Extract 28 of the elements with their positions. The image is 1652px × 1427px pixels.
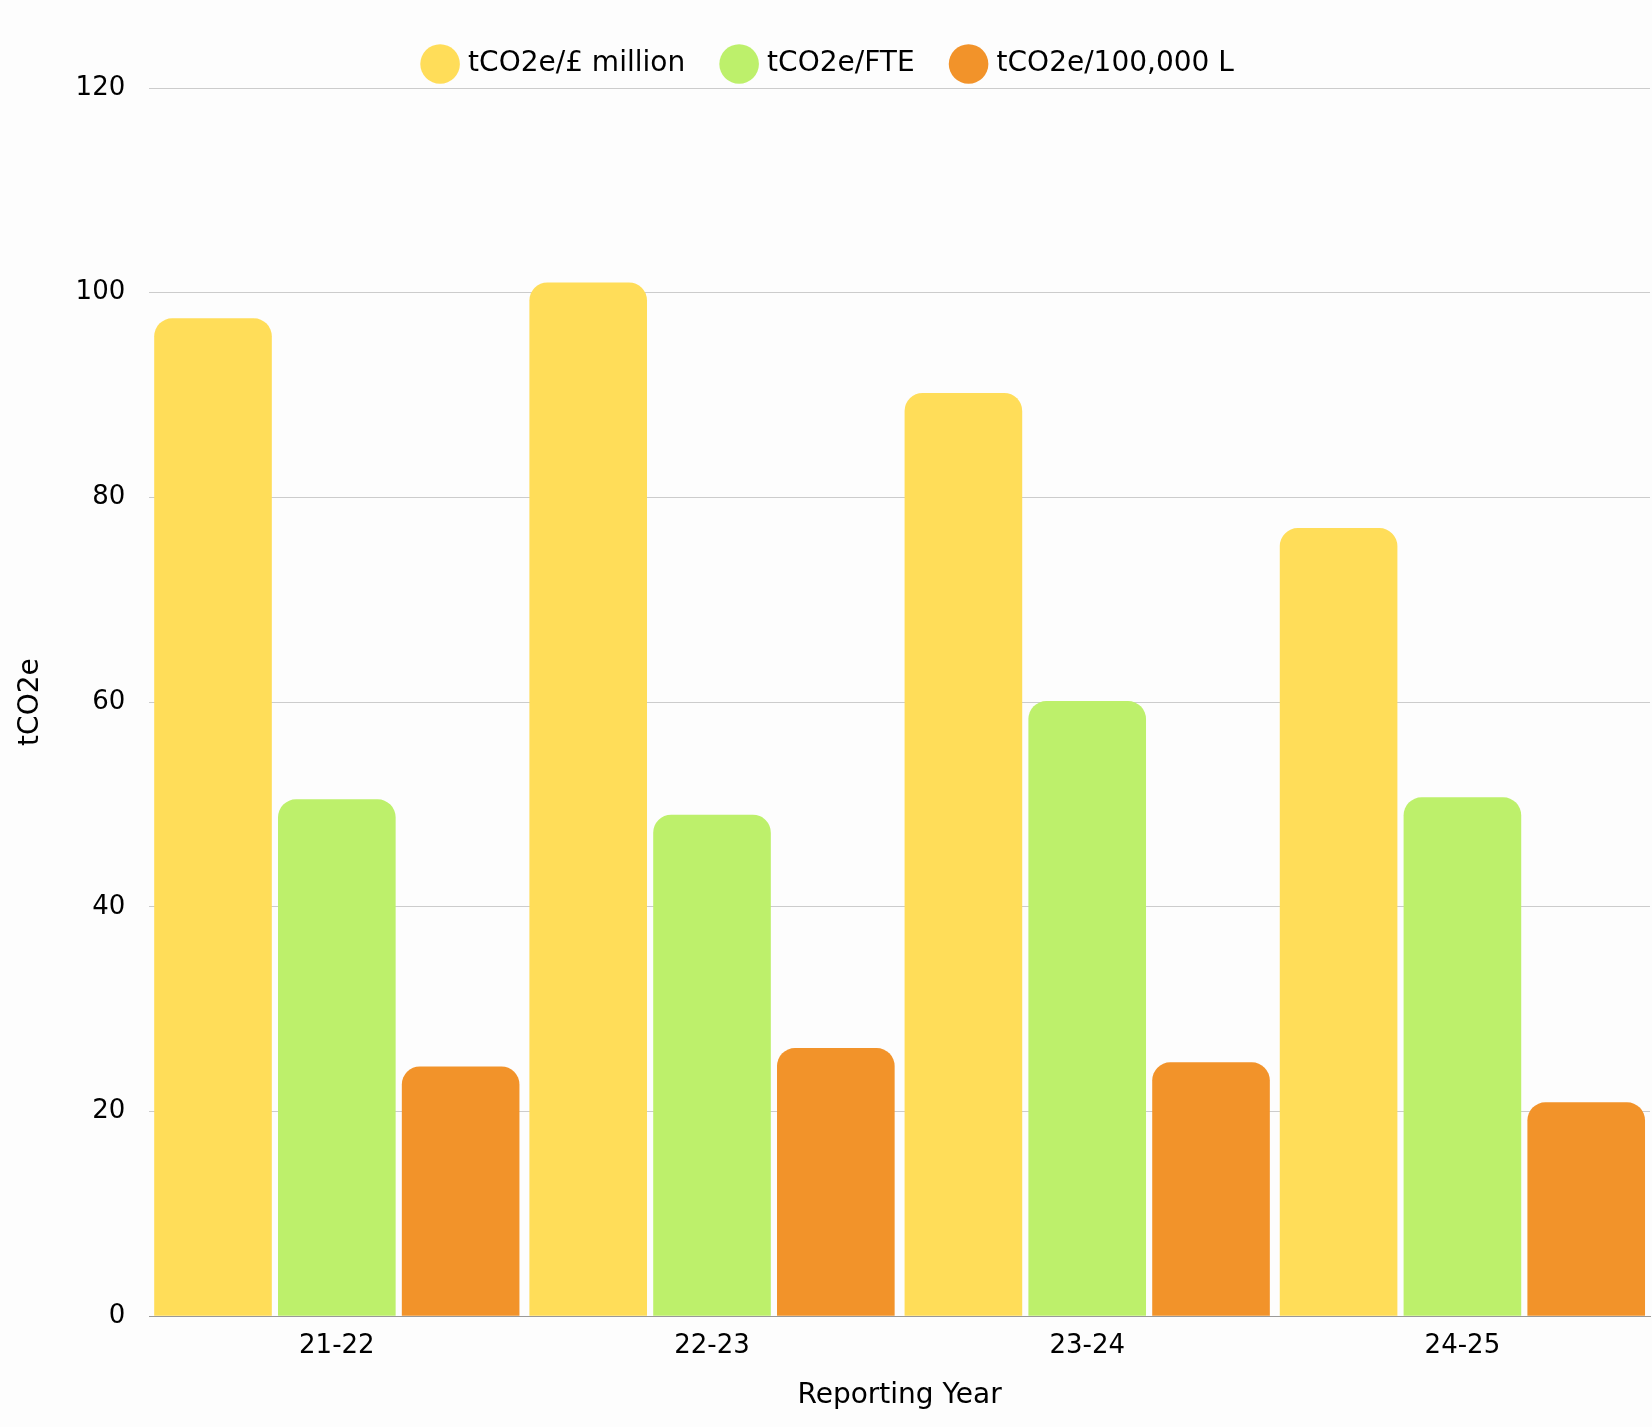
x-tick-label: 24-25: [1424, 1328, 1501, 1359]
y-tick-label: 120: [75, 70, 126, 101]
x-axis-title: Reporting Year: [797, 1377, 1003, 1411]
bar: [154, 318, 272, 1316]
legend-label: tCO2e/FTE: [767, 45, 915, 79]
legend-label: tCO2e/100,000 L: [996, 45, 1235, 79]
bar: [401, 1066, 520, 1316]
bar: [1028, 701, 1147, 1316]
bar: [529, 282, 648, 1316]
y-axis-title: tCO2e: [12, 658, 46, 746]
bar: [777, 1048, 895, 1316]
y-tick-label: 40: [92, 889, 126, 920]
bar: [1403, 797, 1522, 1316]
x-tick-label: 21-22: [299, 1328, 375, 1359]
bar: [1152, 1062, 1270, 1316]
y-tick-label: 100: [75, 275, 126, 306]
y-tick-label: 80: [92, 480, 126, 511]
x-tick-label: 23-24: [1049, 1328, 1125, 1359]
y-tick-label: 60: [92, 684, 126, 715]
y-tick-label: 20: [92, 1094, 126, 1125]
bar: [1527, 1102, 1646, 1316]
bar: [1279, 528, 1398, 1316]
bar: [904, 393, 1023, 1316]
y-tick-label: 0: [108, 1298, 126, 1329]
bar: [278, 799, 396, 1316]
legend-label: tCO2e/£ million: [468, 45, 686, 79]
x-tick-label: 22-23: [674, 1328, 750, 1359]
bar: [653, 814, 771, 1316]
